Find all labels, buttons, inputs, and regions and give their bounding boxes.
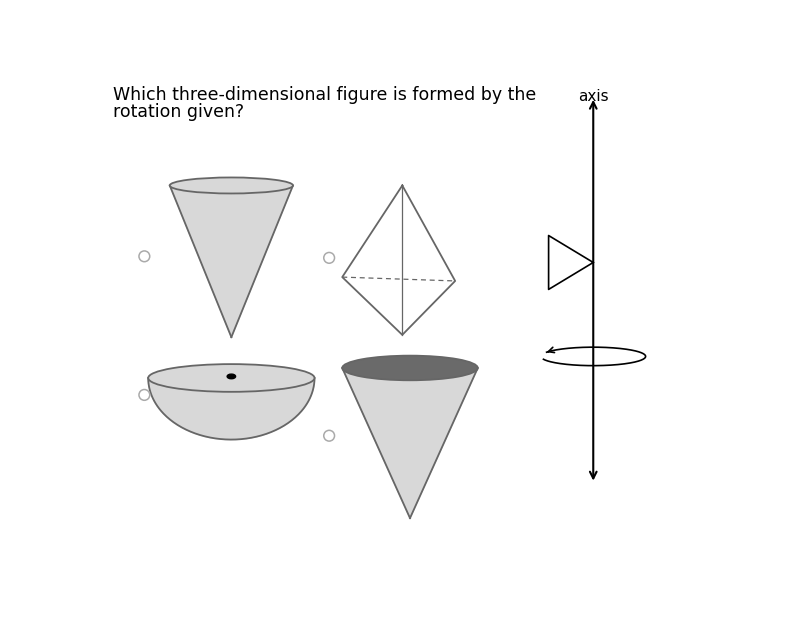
Text: Which three-dimensional figure is formed by the: Which three-dimensional figure is formed…	[113, 86, 536, 104]
Ellipse shape	[170, 178, 293, 193]
Polygon shape	[148, 378, 314, 440]
Text: rotation given?: rotation given?	[113, 103, 244, 121]
Ellipse shape	[342, 355, 478, 381]
Polygon shape	[342, 368, 478, 518]
Circle shape	[139, 389, 150, 400]
Circle shape	[324, 252, 334, 263]
Polygon shape	[549, 236, 594, 290]
Polygon shape	[170, 185, 293, 337]
Ellipse shape	[148, 364, 314, 392]
Circle shape	[324, 430, 334, 441]
Ellipse shape	[227, 374, 235, 379]
Circle shape	[139, 251, 150, 262]
Text: axis: axis	[578, 89, 609, 104]
Polygon shape	[342, 185, 455, 335]
